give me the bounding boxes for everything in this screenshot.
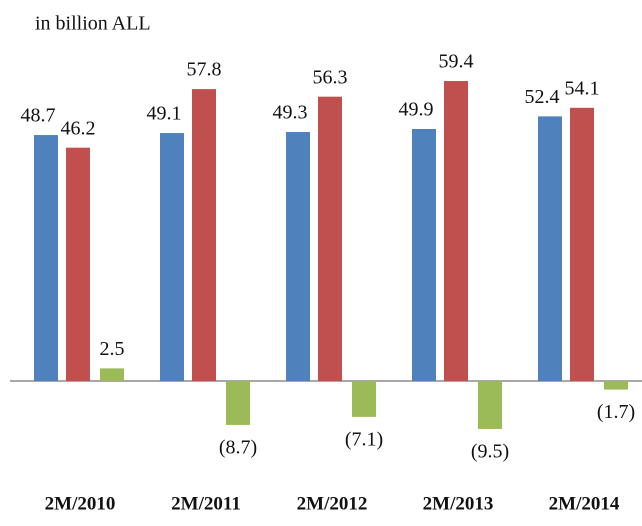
data-label: 59.4 <box>439 51 474 73</box>
bar <box>570 107 594 382</box>
data-label: 54.1 <box>565 77 600 99</box>
bar <box>412 129 436 381</box>
data-label: 56.3 <box>313 66 348 88</box>
data-label: (9.5) <box>471 441 509 463</box>
data-label: 52.4 <box>525 86 560 108</box>
bar <box>478 381 502 429</box>
x-tick-label: 2M/2013 <box>423 493 494 514</box>
bar <box>538 116 562 381</box>
data-label: (7.1) <box>345 428 383 450</box>
data-label: (8.7) <box>219 437 257 459</box>
bar <box>226 381 250 425</box>
bar <box>286 132 310 381</box>
data-label: 57.8 <box>187 59 222 81</box>
x-tick-label: 2M/2012 <box>297 493 368 514</box>
bar <box>318 96 342 381</box>
data-label: 46.2 <box>61 117 96 139</box>
bar <box>160 133 184 381</box>
data-label: 49.3 <box>273 102 308 124</box>
data-label: (1.7) <box>597 401 635 423</box>
data-label: 49.1 <box>147 103 182 125</box>
data-label: 2.5 <box>100 338 125 360</box>
data-label: 49.9 <box>399 99 434 121</box>
x-tick-label: 2M/2011 <box>171 493 241 514</box>
data-label: 48.7 <box>21 105 56 127</box>
bar <box>66 147 90 381</box>
bar <box>192 89 216 382</box>
bar <box>352 381 376 417</box>
chart-title: in billion ALL <box>35 13 151 35</box>
bar <box>444 81 468 381</box>
bar <box>100 368 124 381</box>
x-tick-label: 2M/2014 <box>549 493 620 514</box>
bar <box>34 135 58 381</box>
x-tick-label: 2M/2010 <box>45 493 116 514</box>
bar <box>604 381 628 390</box>
